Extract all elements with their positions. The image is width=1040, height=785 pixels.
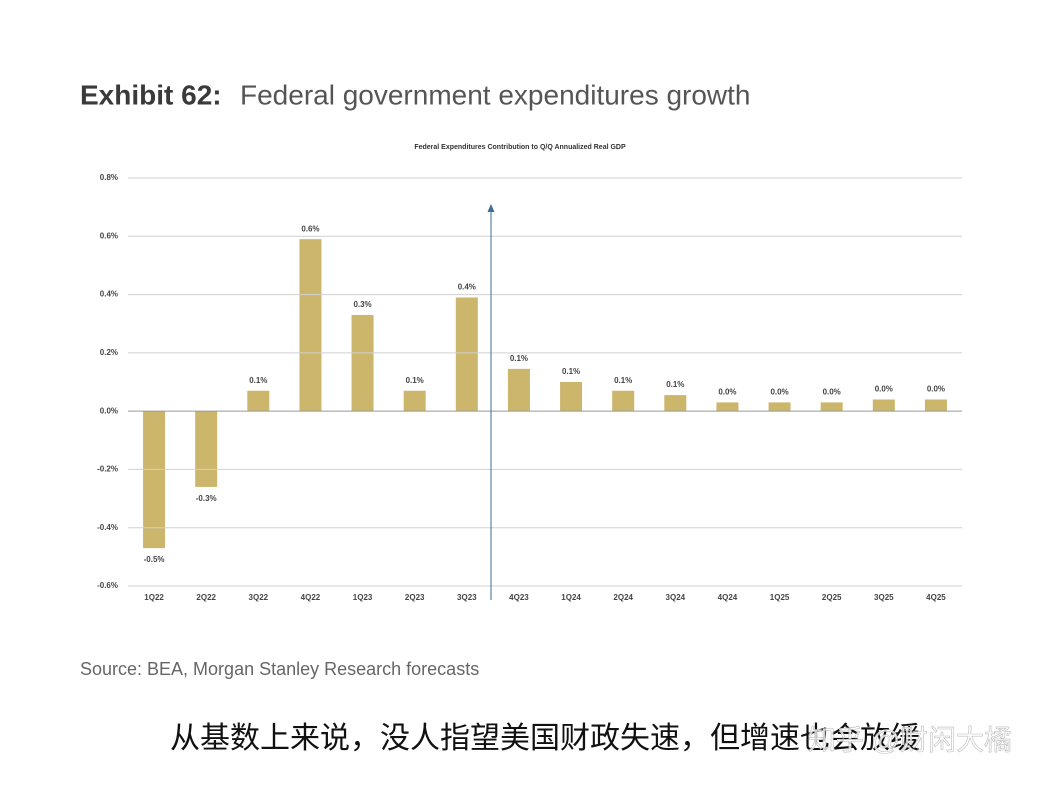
y-tick-label: 0.8%: [100, 173, 118, 182]
bar: [455, 297, 478, 412]
value-label: -0.3%: [196, 494, 217, 503]
value-label: 0.1%: [614, 376, 632, 385]
value-label: 0.4%: [458, 283, 476, 292]
bar: [507, 368, 530, 412]
value-label: 0.1%: [249, 376, 267, 385]
value-label: -0.5%: [144, 555, 165, 564]
x-tick-label: 4Q23: [509, 593, 529, 602]
bar: [247, 390, 270, 412]
x-tick-label: 1Q24: [561, 593, 581, 602]
value-label: 0.0%: [718, 388, 736, 397]
watermark: 知乎 @财闲大橘: [808, 724, 1012, 755]
y-tick-label: -0.4%: [97, 523, 118, 532]
divider-arrow: [487, 204, 495, 212]
y-tick-label: -0.6%: [97, 581, 118, 590]
value-label: 0.0%: [875, 385, 893, 394]
bar: [560, 382, 583, 412]
x-tick-label: 4Q25: [926, 593, 946, 602]
bar: [299, 239, 322, 412]
value-label: 0.1%: [562, 367, 580, 376]
x-tick-label: 3Q25: [874, 593, 894, 602]
y-tick-label: 0.6%: [100, 231, 118, 240]
bar: [820, 402, 843, 412]
exhibit-label: Exhibit 62:: [80, 79, 222, 110]
bar: [195, 411, 218, 487]
bar: [351, 314, 374, 412]
x-tick-label: 4Q24: [718, 593, 738, 602]
bar: [403, 390, 426, 412]
value-label: 0.6%: [301, 224, 319, 233]
x-tick-label: 3Q22: [249, 593, 269, 602]
value-label: 0.1%: [406, 376, 424, 385]
bar: [872, 399, 895, 412]
x-tick-label: 2Q24: [613, 593, 633, 602]
y-tick-label: 0.0%: [100, 406, 118, 415]
exhibit-title: Federal government expenditures growth: [240, 79, 751, 110]
value-label: 0.1%: [666, 380, 684, 389]
value-label: 0.3%: [353, 300, 371, 309]
y-tick-label: 0.4%: [100, 290, 118, 299]
x-tick-label: 4Q22: [301, 593, 321, 602]
x-tick-label: 1Q25: [770, 593, 790, 602]
y-tick-label: -0.2%: [97, 465, 118, 474]
value-label: 0.0%: [770, 388, 788, 397]
bar: [612, 390, 635, 412]
x-tick-label: 2Q22: [196, 593, 216, 602]
bar: [664, 395, 687, 412]
chart-title: Federal Expenditures Contribution to Q/Q…: [414, 144, 626, 151]
y-tick-label: 0.2%: [100, 348, 118, 357]
x-tick-label: 1Q23: [353, 593, 373, 602]
bar: [924, 399, 947, 412]
x-tick-label: 3Q24: [666, 593, 686, 602]
value-label: 0.0%: [927, 385, 945, 394]
bar: [716, 402, 739, 412]
bar: [768, 402, 791, 412]
source: Source: BEA, Morgan Stanley Research for…: [80, 659, 479, 679]
x-tick-label: 2Q23: [405, 593, 425, 602]
bar: [143, 411, 166, 549]
x-tick-label: 2Q25: [822, 593, 842, 602]
value-label: 0.0%: [823, 388, 841, 397]
caption: 从基数上来说，没人指望美国财政失速，但增速也会放缓: [170, 722, 920, 755]
x-tick-label: 3Q23: [457, 593, 477, 602]
x-tick-label: 1Q22: [144, 593, 164, 602]
value-label: 0.1%: [510, 354, 528, 363]
